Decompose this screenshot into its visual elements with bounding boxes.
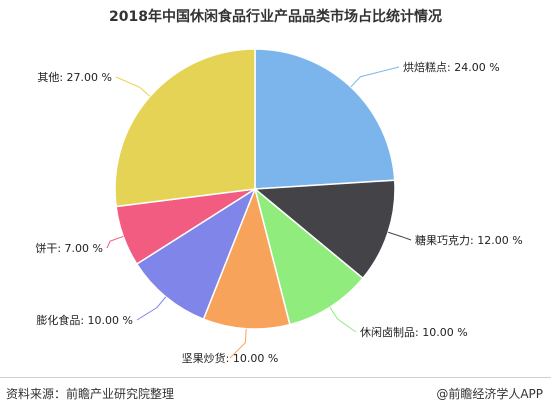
leader-line: [387, 231, 412, 241]
slice-label: 饼干: 7.00 %: [35, 241, 103, 255]
footer-divider: [0, 377, 551, 378]
leader-line: [329, 306, 357, 333]
leader-line: [136, 296, 167, 321]
slice-label: 膨化食品: 10.00 %: [36, 313, 133, 327]
pie-slice: [135, 187, 257, 321]
slice-label: 休闲卤制品: 10.00 %: [360, 325, 468, 339]
leader-line: [106, 235, 124, 249]
slice-label: 烘焙糕点: 24.00 %: [403, 60, 500, 74]
source-note: 资料来源：前瞻产业研究院整理: [6, 387, 175, 401]
leader-line: [229, 328, 247, 359]
leader-line: [115, 76, 151, 97]
pie-slice: [253, 186, 364, 326]
leader-lines: [106, 66, 412, 359]
pie-slices: [114, 48, 396, 330]
slice-label: 坚果炒货: 10.00 %: [182, 351, 279, 365]
chart-title: 2018年中国休闲食品行业产品品类市场占比统计情况: [109, 9, 442, 25]
pie-slice: [254, 48, 396, 190]
pie-slice: [114, 48, 256, 208]
slice-label: 其他: 27.00 %: [37, 71, 112, 84]
pie-chart: 烘焙糕点: 24.00 % 糖果巧克力: 12.00 % 休闲卤制品: 10.00 …: [35, 48, 523, 365]
credit-note: @前瞻经济学人APP: [436, 387, 543, 401]
pie-slice: [253, 179, 396, 280]
slice-labels: 烘焙糕点: 24.00 % 糖果巧克力: 12.00 % 休闲卤制品: 10.00 …: [35, 60, 522, 365]
slice-label: 糖果巧克力: 12.00 %: [415, 233, 523, 247]
pie-slice: [202, 186, 291, 330]
leader-line: [350, 66, 400, 88]
